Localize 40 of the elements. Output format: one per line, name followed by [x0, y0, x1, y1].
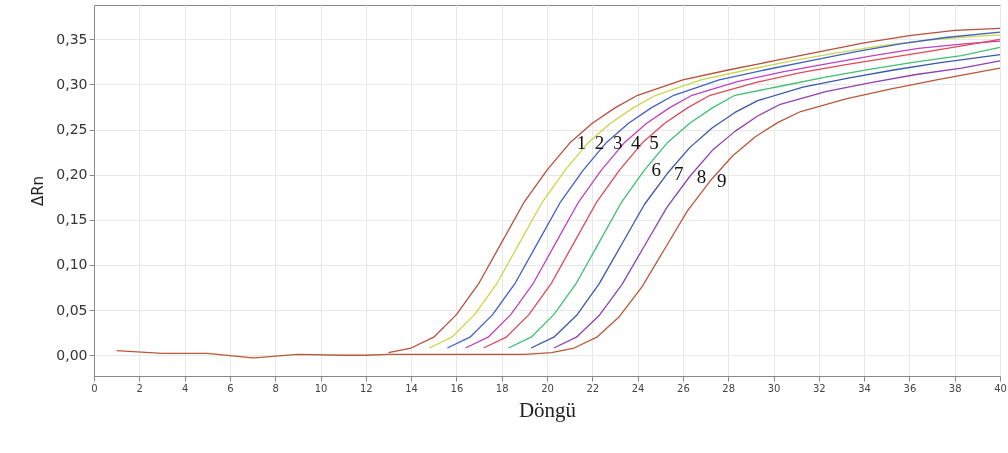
x-tick-label: 20 — [541, 382, 554, 394]
y-tick-label: 0,30 — [56, 75, 88, 92]
series-label: 4 — [631, 132, 642, 154]
series-label: 3 — [612, 132, 623, 154]
x-tick-label: 10 — [314, 382, 328, 394]
x-tick-label: 4 — [181, 382, 189, 394]
x-tick-label: 6 — [227, 382, 234, 394]
x-tick-label: 8 — [272, 382, 279, 394]
x-axis-title: Döngü — [518, 397, 577, 422]
x-tick-label: 2 — [136, 382, 143, 394]
series-label: 6 — [651, 159, 661, 181]
series-label: 1 — [576, 132, 587, 154]
x-tick-label: 32 — [812, 382, 826, 394]
y-tick-label: 0,20 — [56, 166, 88, 183]
x-tick-label: 36 — [903, 382, 917, 394]
series-label: 7 — [674, 162, 684, 184]
y-tick-label: 0,05 — [56, 301, 88, 318]
x-tick-label: 24 — [631, 382, 645, 394]
x-tick-label: 22 — [586, 382, 600, 394]
x-tick-label: 30 — [767, 382, 781, 394]
x-tick-label: 26 — [677, 382, 690, 394]
x-tick-label: 28 — [722, 382, 736, 394]
y-tick-label: 0,15 — [56, 211, 88, 228]
y-tick-label: 0,10 — [56, 256, 88, 273]
x-tick-label: 16 — [450, 382, 464, 394]
x-tick-label: 14 — [405, 382, 418, 394]
y-axis-title: ΔRn — [29, 175, 48, 207]
y-tick-label: 0,25 — [56, 121, 88, 138]
x-tick-label: 0 — [91, 382, 98, 394]
x-tick-label: 38 — [948, 382, 962, 394]
x-tick-label: 18 — [495, 382, 509, 394]
series-label: 2 — [594, 132, 605, 154]
x-tick-label: 34 — [858, 382, 871, 394]
series-label: 9 — [717, 170, 727, 192]
series-label: 5 — [649, 132, 659, 154]
y-tick-label: 0,00 — [56, 346, 88, 363]
x-tick-label: 40 — [994, 382, 1007, 394]
y-tick-label: 0,35 — [56, 30, 88, 47]
x-tick-label: 12 — [359, 382, 373, 394]
series-label: 8 — [696, 165, 707, 187]
